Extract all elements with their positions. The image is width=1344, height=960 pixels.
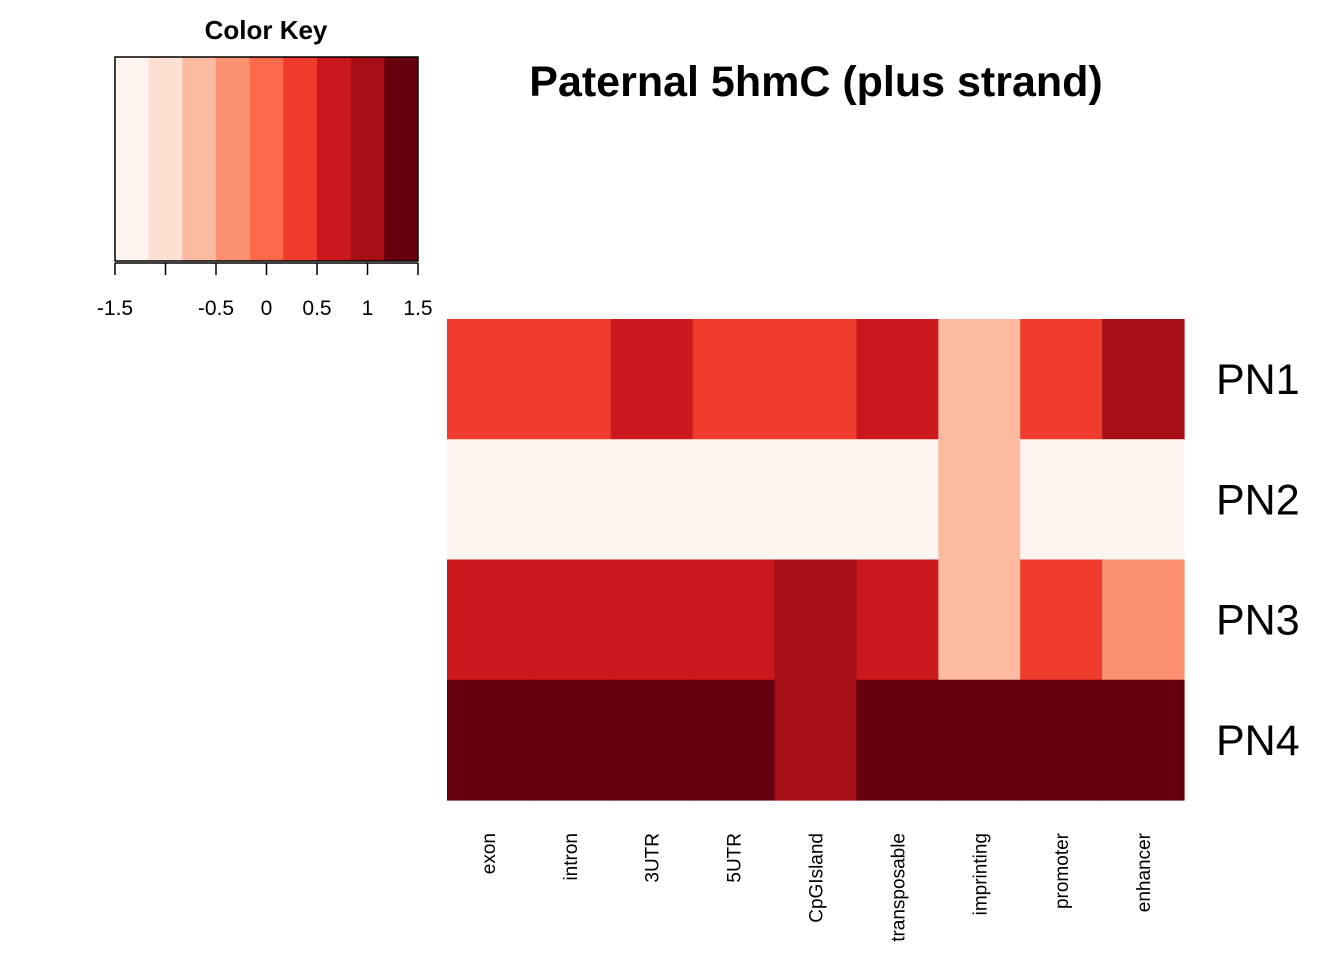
heatmap-cell: [938, 679, 1021, 801]
color-key-tick-label: 1: [362, 297, 374, 320]
column-label: CpGIsland: [807, 833, 828, 923]
row-label: PN3: [1216, 597, 1300, 645]
heatmap-cell: [856, 679, 939, 801]
heatmap-cell: [610, 559, 694, 681]
row-label: PN1: [1216, 356, 1300, 404]
heatmap-cell: [610, 439, 694, 561]
color-key-band: [317, 57, 352, 261]
heatmap-cell: [447, 559, 530, 681]
color-key-tick-label: 0.5: [302, 297, 331, 320]
column-label: promoter: [1052, 832, 1073, 909]
color-key-tick-label: 1.5: [403, 297, 432, 320]
heatmap-cell: [692, 559, 776, 681]
color-key-tick-label: 0: [261, 297, 273, 320]
heatmap-cell: [938, 439, 1021, 561]
color-key-band: [148, 57, 183, 261]
row-labels: PN1 PN2 PN3 PN4: [1216, 356, 1300, 765]
color-key-bands: [115, 57, 419, 261]
color-key-band: [115, 57, 150, 261]
column-label: 5UTR: [725, 833, 746, 883]
heatmap-cell: [1020, 679, 1103, 801]
heatmap-cell: [856, 319, 939, 440]
heatmap-cell: [528, 559, 612, 681]
color-key-band: [384, 57, 419, 261]
heatmap-cell: [774, 679, 858, 801]
chart-title: Paternal 5hmC (plus strand): [529, 58, 1102, 106]
heatmap-cell: [1102, 439, 1185, 561]
column-label: transposable: [888, 833, 909, 942]
color-key-band: [283, 57, 318, 261]
color-key-border: [114, 56, 419, 262]
heatmap-cell: [528, 439, 612, 561]
column-label: exon: [479, 833, 500, 874]
heatmap-cell: [774, 559, 858, 681]
heatmap-cells: [447, 319, 1185, 801]
color-key-band: [350, 57, 385, 261]
heatmap-cell: [856, 559, 939, 681]
heatmap-cell: [774, 439, 858, 561]
heatmap-cell: [447, 679, 530, 801]
heatmap-cell: [938, 319, 1021, 440]
heatmap-cell: [447, 439, 530, 561]
heatmap-cell: [692, 679, 776, 801]
row-label: PN2: [1216, 476, 1300, 524]
column-label: imprinting: [970, 833, 991, 915]
row-label: PN4: [1216, 717, 1300, 765]
column-label: intron: [561, 833, 582, 881]
heatmap-cell: [610, 319, 694, 440]
heatmap-cell: [1020, 439, 1103, 561]
heatmap-cell: [692, 319, 776, 440]
color-key-band: [182, 57, 217, 261]
color-key-tick-label: -0.5: [198, 297, 234, 320]
color-key-tick-label: -1.5: [97, 297, 133, 320]
heatmap-cell: [447, 319, 530, 440]
heatmap-cell: [528, 679, 612, 801]
heatmap-cell: [692, 439, 776, 561]
heatmap-cell: [528, 319, 612, 440]
color-key-band: [216, 57, 251, 261]
heatmap-cell: [774, 319, 858, 440]
heatmap-cell: [938, 559, 1021, 681]
color-key-axis: -1.5 -0.5 0 0.5 1 1.5: [97, 262, 433, 320]
heatmap-cell: [1102, 319, 1185, 440]
column-label: 3UTR: [643, 833, 664, 883]
column-label: enhancer: [1134, 832, 1155, 912]
heatmap-cell: [610, 679, 694, 801]
heatmap-cell: [856, 439, 939, 561]
heatmap-cell: [1102, 679, 1185, 801]
column-labels: exon intron 3UTR 5UTR CpGIsland transposable i…: [479, 832, 1155, 941]
heatmap-cell: [1020, 319, 1103, 440]
color-key-band: [249, 57, 284, 261]
color-key-title: Color Key: [205, 15, 328, 45]
heatmap-cell: [1020, 559, 1103, 681]
heatmap-cell: [1102, 559, 1185, 681]
